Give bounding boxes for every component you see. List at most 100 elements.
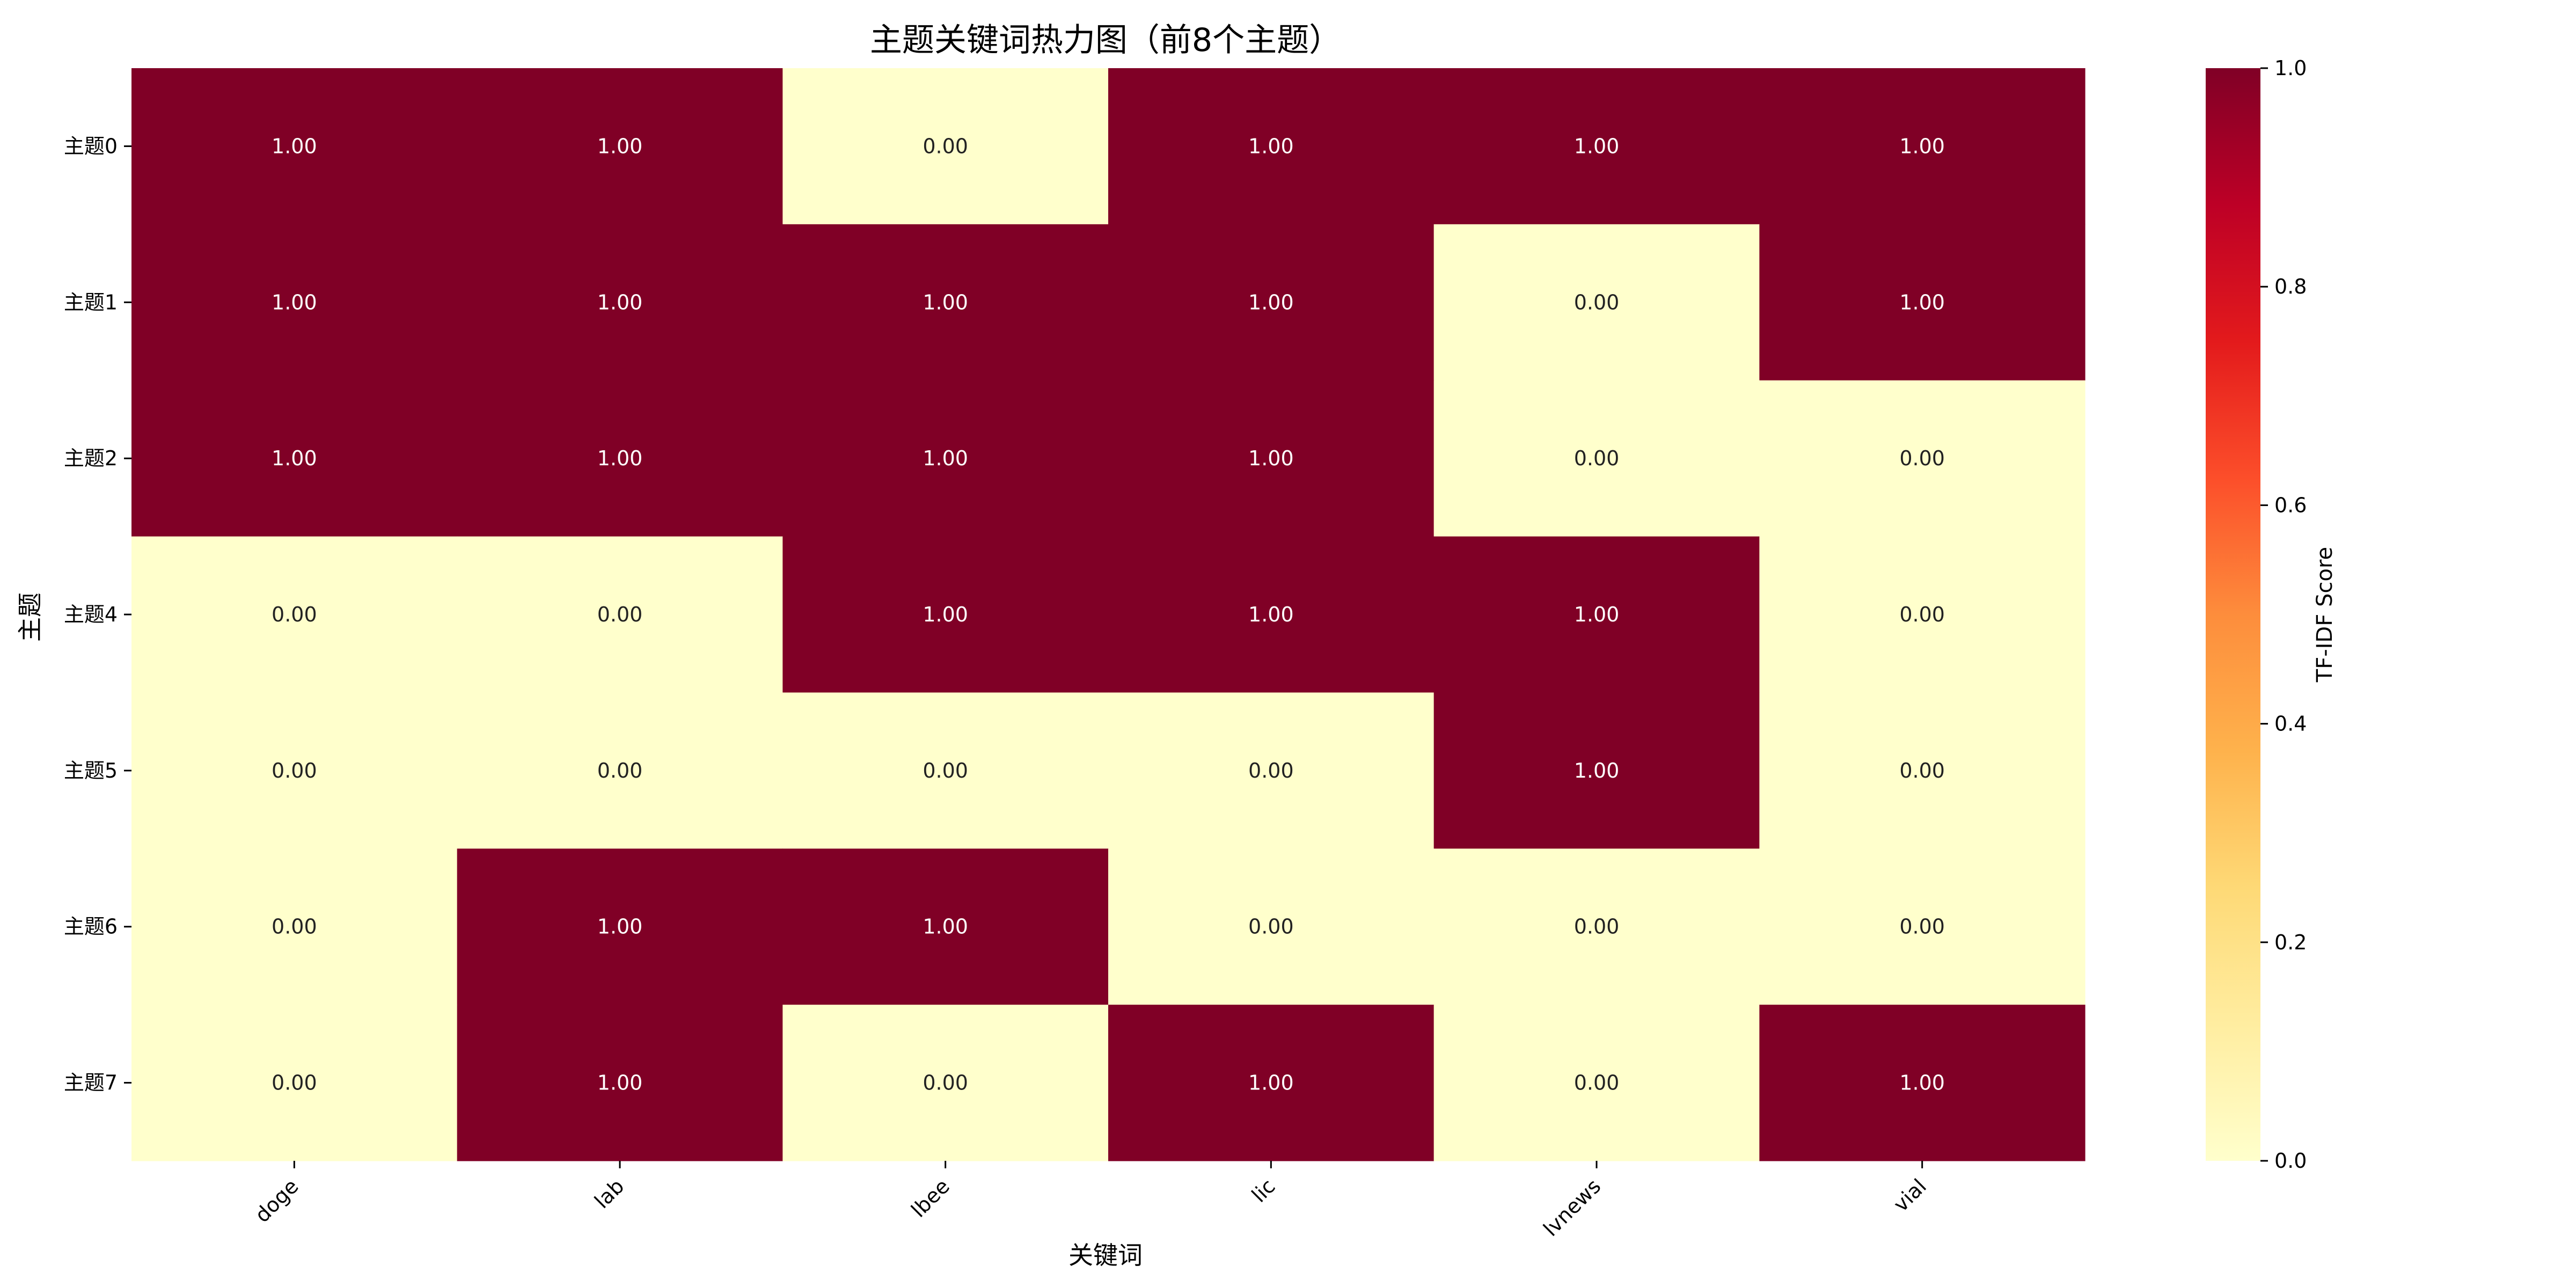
- heatmap-cell: [782, 848, 1109, 1005]
- heatmap-cell: [131, 68, 458, 225]
- heatmap-cell: [1759, 1005, 2085, 1161]
- heatmap-cell: [131, 224, 458, 381]
- cell-value-label: 0.00: [923, 134, 968, 158]
- x-tick-label: doge: [250, 1174, 303, 1227]
- heatmap-cell: [1759, 692, 2085, 849]
- x-tick-label: lbee: [906, 1174, 954, 1222]
- cell-value-label: 1.00: [1899, 290, 1945, 314]
- colorbar-tick-label: 0.2: [2274, 931, 2307, 954]
- cell-value-label: 1.00: [597, 447, 643, 470]
- heatmap-cell: [1759, 380, 2085, 537]
- heatmap-cell: [457, 848, 783, 1005]
- heatmap-cell: [782, 1005, 1109, 1161]
- cell-value-label: 0.00: [272, 603, 317, 626]
- cell-value-label: 0.00: [923, 1071, 968, 1095]
- heatmap-cell: [131, 692, 458, 849]
- cell-value-label: 1.00: [597, 290, 643, 314]
- cell-value-label: 0.00: [1899, 915, 1945, 939]
- cell-value-label: 1.00: [1248, 134, 1294, 158]
- colorbar-label: TF-IDF Score: [2312, 547, 2337, 683]
- heatmap-cell: [1433, 536, 1760, 693]
- cell-value-label: 1.00: [923, 447, 968, 470]
- cell-value-label: 1.00: [1574, 134, 1620, 158]
- heatmap-cell: [457, 536, 783, 693]
- cell-value-label: 1.00: [1574, 603, 1620, 626]
- cell-value-label: 0.00: [923, 759, 968, 782]
- heatmap-cell: [1108, 380, 1435, 537]
- heatmap-cell: [1759, 224, 2085, 381]
- heatmap-cell: [131, 536, 458, 693]
- colorbar-tick-label: 0.6: [2274, 493, 2307, 517]
- y-tick-label: 主题1: [64, 290, 118, 314]
- heatmap-cell: [131, 1005, 458, 1161]
- cell-value-label: 1.00: [1248, 290, 1294, 314]
- heatmap-cell: [782, 536, 1109, 693]
- heatmap-cell: [457, 692, 783, 849]
- y-tick-label: 主题6: [64, 915, 118, 939]
- y-tick-label: 主题2: [64, 447, 118, 470]
- heatmap-cell: [1108, 224, 1435, 381]
- cell-value-label: 0.00: [272, 1071, 317, 1095]
- heatmap-cell: [457, 68, 783, 225]
- cell-value-label: 1.00: [923, 915, 968, 939]
- heatmap-cell: [457, 1005, 783, 1161]
- cell-value-label: 0.00: [1574, 290, 1620, 314]
- cell-value-label: 0.00: [1899, 603, 1945, 626]
- cell-value-label: 1.00: [1899, 134, 1945, 158]
- heatmap-cell: [1433, 68, 1760, 225]
- cell-value-label: 1.00: [272, 447, 317, 470]
- y-axis: 主题0 主题1 主题2 主题4 主题5 主题6 主题7: [64, 134, 131, 1095]
- y-tick-label: 主题7: [64, 1071, 118, 1095]
- x-tick-label: vial: [1889, 1174, 1931, 1216]
- cell-value-label: 0.00: [597, 759, 643, 782]
- cell-value-label: 1.00: [597, 1071, 643, 1095]
- colorbar-tick-label: 0.0: [2274, 1149, 2307, 1173]
- cell-value-label: 1.00: [1248, 603, 1294, 626]
- cell-value-label: 0.00: [1574, 1071, 1620, 1095]
- heatmap-cell: [1108, 536, 1435, 693]
- cell-value-label: 1.00: [1899, 1071, 1945, 1095]
- heatmap-cell: [1433, 1005, 1760, 1161]
- colorbar-tick-label: 1.0: [2274, 56, 2307, 80]
- heatmap-cell: [1759, 68, 2085, 225]
- cell-value-label: 0.00: [1899, 759, 1945, 782]
- heatmap-cell: [1433, 224, 1760, 381]
- x-axis-label: 关键词: [1069, 1241, 1143, 1270]
- heatmap-cell: [131, 848, 458, 1005]
- cell-value-label: 0.00: [1248, 759, 1294, 782]
- heatmap-cell: [782, 224, 1109, 381]
- cell-value-label: 1.00: [1574, 759, 1620, 782]
- cell-value-label: 1.00: [597, 915, 643, 939]
- colorbar: 0.0 0.2 0.4 0.6 0.8 1.0 TF-IDF Score: [2206, 56, 2337, 1173]
- heatmap-cell: [1759, 848, 2085, 1005]
- heatmap-cell: [782, 380, 1109, 537]
- cell-value-label: 1.00: [923, 603, 968, 626]
- cell-value-label: 1.00: [272, 134, 317, 158]
- heatmap-cell: [131, 380, 458, 537]
- heatmap-cell: [1108, 692, 1435, 849]
- heatmap-cells: 1.00 1.00 0.00 1.00 1.00 1.00 1.00 1.00 1.00 1.00…: [131, 68, 2085, 1161]
- colorbar-tick-label: 0.8: [2274, 275, 2307, 298]
- cell-value-label: 1.00: [272, 290, 317, 314]
- heatmap-cell: [1108, 1005, 1435, 1161]
- y-axis-label: 主题: [16, 592, 45, 642]
- colorbar-tick-label: 0.4: [2274, 712, 2307, 736]
- heatmap-cell: [1433, 848, 1760, 1005]
- colorbar-ticks: 0.0 0.2 0.4 0.6 0.8 1.0: [2260, 56, 2307, 1173]
- cell-value-label: 0.00: [1899, 447, 1945, 470]
- x-tick-label: lic: [1247, 1174, 1280, 1207]
- cell-value-label: 1.00: [1248, 447, 1294, 470]
- cell-value-label: 0.00: [597, 603, 643, 626]
- cell-value-label: 1.00: [1248, 1071, 1294, 1095]
- x-tick-label: lab: [590, 1174, 628, 1213]
- heatmap-cell: [782, 692, 1109, 849]
- colorbar-gradient: [2206, 68, 2260, 1161]
- heatmap-cell: [1759, 536, 2085, 693]
- heatmap-cell: [1433, 692, 1760, 849]
- heatmap-cell: [457, 380, 783, 537]
- cell-value-label: 0.00: [1574, 447, 1620, 470]
- x-tick-label: lvnews: [1539, 1174, 1605, 1241]
- chart-title: 主题关键词热力图（前8个主题）: [870, 21, 1341, 59]
